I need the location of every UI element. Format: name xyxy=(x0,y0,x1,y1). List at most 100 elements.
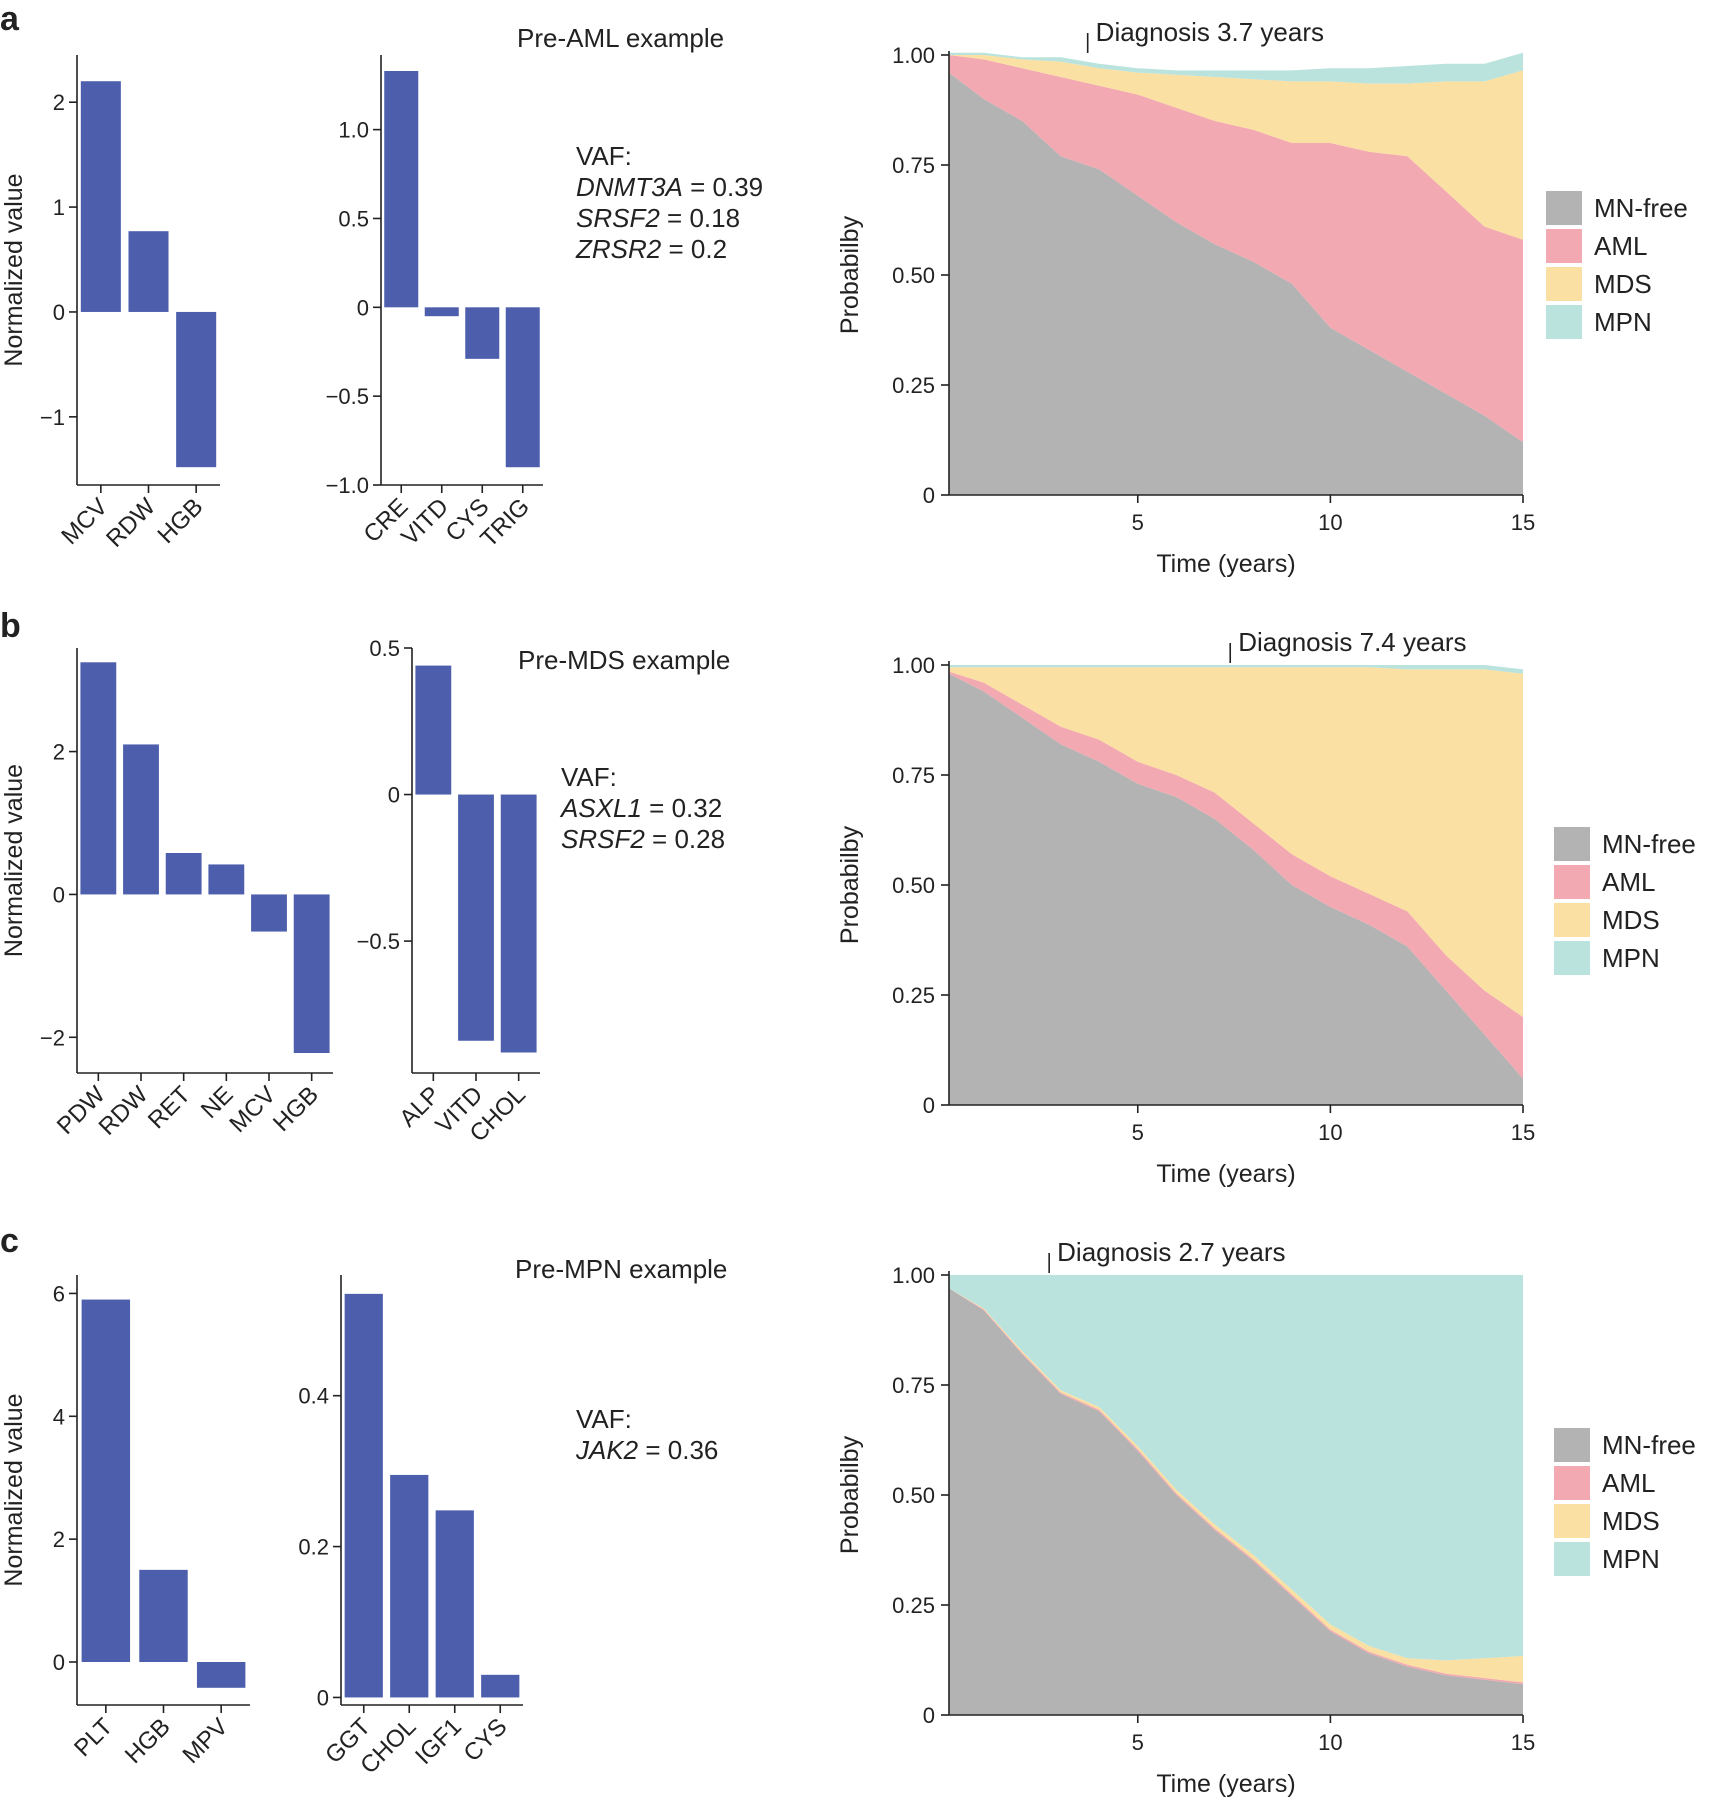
y-axis-title: Normalized value xyxy=(0,764,28,957)
y-tick-label: 2 xyxy=(53,90,65,115)
y-tick-label: 0.50 xyxy=(892,1483,935,1508)
vaf-value: = 0.39 xyxy=(683,172,763,202)
legend-swatch-aml xyxy=(1554,865,1590,899)
y-tick-label: 0 xyxy=(53,882,65,907)
y-tick-label: 1.00 xyxy=(892,653,935,678)
y-tick-label: 6 xyxy=(53,1281,65,1306)
x-tick-label: PLT xyxy=(69,1713,118,1762)
legend-swatch-aml xyxy=(1554,1466,1590,1500)
x-tick-label: 5 xyxy=(1132,510,1144,535)
vaf-line: JAK2 = 0.36 xyxy=(575,1435,718,1465)
panel-letter: b xyxy=(0,607,21,645)
y-tick-label: −2 xyxy=(40,1025,65,1050)
legend-label: MN-free xyxy=(1594,193,1688,223)
x-axis-title: Time (years) xyxy=(1156,1160,1295,1188)
legend-swatch-mn-free xyxy=(1546,191,1582,225)
legend-swatch-mds xyxy=(1554,903,1590,937)
x-tick-label: 15 xyxy=(1511,1730,1535,1755)
bar-mcv xyxy=(251,894,287,932)
y-tick-label: 0.4 xyxy=(298,1384,329,1409)
vaf-header: VAF: xyxy=(561,762,617,792)
y-tick-label: −1 xyxy=(40,405,65,430)
y-tick-label: 0 xyxy=(388,783,400,808)
x-axis-title: Time (years) xyxy=(1156,550,1295,578)
bar-alp xyxy=(415,665,452,795)
y-tick-label: 4 xyxy=(53,1404,65,1429)
legend-swatch-mds xyxy=(1554,1504,1590,1538)
bar-chol xyxy=(500,794,537,1053)
x-tick-label: RET xyxy=(143,1081,196,1134)
bar-rdw xyxy=(123,744,159,895)
bar-hgb xyxy=(293,894,330,1053)
vaf-line: SRSF2 = 0.28 xyxy=(561,824,725,854)
y-tick-label: −0.5 xyxy=(357,929,400,954)
y-tick-label: 0 xyxy=(923,1093,935,1118)
bar-rdw xyxy=(128,231,169,312)
diagnosis-label: Diagnosis 7.4 years xyxy=(1238,627,1466,657)
x-tick-label: 10 xyxy=(1318,1120,1342,1145)
x-tick-label: 15 xyxy=(1511,510,1535,535)
y-tick-label: 0.25 xyxy=(892,983,935,1008)
x-tick-label: RDW xyxy=(94,1081,154,1141)
legend-label: MDS xyxy=(1594,269,1652,299)
area-mn-free xyxy=(949,72,1523,495)
legend-label: MN-free xyxy=(1602,829,1696,859)
x-tick-label: 10 xyxy=(1318,1730,1342,1755)
legend-label: AML xyxy=(1602,1468,1655,1498)
legend-label: MDS xyxy=(1602,1506,1660,1536)
area-chart: 0 0.25 0.50 0.75 1.00 5 10 15 Time (years) Probab… xyxy=(836,1237,1535,1798)
example-title: Pre-AML example xyxy=(517,23,724,53)
y-tick-label: 0.5 xyxy=(338,206,369,231)
x-tick-label: HGB xyxy=(153,493,209,549)
y-tick-label: 0 xyxy=(923,1703,935,1728)
y-axis-title: Normalized value xyxy=(0,1393,28,1586)
legend-label: MPN xyxy=(1594,307,1652,337)
bar-cre xyxy=(384,70,419,308)
bar-ne xyxy=(208,864,245,895)
y-axis-title: Probabilby xyxy=(836,825,864,944)
bar-plt xyxy=(81,1299,131,1662)
x-tick-label: HGB xyxy=(268,1081,324,1137)
y-tick-label: 0.2 xyxy=(298,1535,329,1560)
y-tick-label: 0.75 xyxy=(892,153,935,178)
x-tick-label: RDW xyxy=(101,493,161,553)
area-mpn xyxy=(949,665,1523,674)
area-mds xyxy=(949,667,1523,1017)
area-mpn xyxy=(949,1275,1523,1661)
y-axis-title: Probabilby xyxy=(836,215,864,334)
legend-label: MDS xyxy=(1602,905,1660,935)
x-axis-title: Time (years) xyxy=(1156,1770,1295,1798)
legend-swatch-mpn xyxy=(1546,305,1582,339)
y-tick-label: 0 xyxy=(53,300,65,325)
y-tick-label: 1.0 xyxy=(338,118,369,143)
legend: MN-free AML MDS MPN xyxy=(1554,827,1696,975)
vaf-value: = 0.28 xyxy=(645,824,725,854)
vaf-gene: ZRSR2 xyxy=(575,234,662,264)
y-tick-label: −1.0 xyxy=(326,473,369,498)
bar-vitd xyxy=(424,307,459,317)
y-tick-label: 0.5 xyxy=(369,636,400,661)
y-tick-label: 0 xyxy=(53,1650,65,1675)
vaf-gene: JAK2 xyxy=(575,1435,639,1465)
vaf-value: = 0.2 xyxy=(661,234,727,264)
y-tick-label: 1.00 xyxy=(892,1263,935,1288)
y-tick-label: 0 xyxy=(317,1685,329,1710)
bar-mcv xyxy=(80,81,121,312)
x-tick-label: HGB xyxy=(120,1713,176,1769)
y-tick-label: 2 xyxy=(53,740,65,765)
bar-pdw xyxy=(80,662,117,895)
vaf-gene: SRSF2 xyxy=(576,203,660,233)
diagnosis-label: Diagnosis 2.7 years xyxy=(1057,1237,1285,1267)
example-title: Pre-MPN example xyxy=(515,1254,727,1284)
y-tick-label: 0 xyxy=(923,483,935,508)
area-aml xyxy=(949,55,1523,443)
area-mn-free xyxy=(949,673,1523,1105)
x-tick-label: 10 xyxy=(1318,510,1342,535)
example-title: Pre-MDS example xyxy=(518,645,730,675)
